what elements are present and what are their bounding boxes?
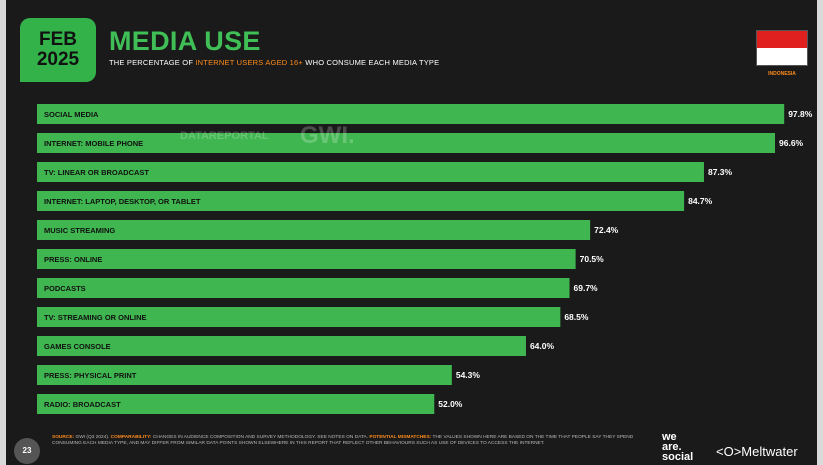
was-line-2: are. — [662, 441, 682, 453]
mismatch-label: POTENTIAL MISMATCHES: — [369, 435, 432, 440]
date-badge: FEB 2025 — [20, 18, 96, 82]
bar-category-label: INTERNET: LAPTOP, DESKTOP, OR TABLET — [44, 197, 201, 206]
bar-value-label: 68.5% — [564, 312, 589, 322]
bar-value-label: 97.8% — [788, 109, 813, 119]
bar-category-label: SOCIAL MEDIA — [44, 110, 99, 119]
bar-value-label: 69.7% — [574, 283, 599, 293]
bar — [37, 278, 570, 298]
bar — [37, 394, 435, 414]
meltwater-logo: <O>Meltwater — [716, 444, 798, 459]
bar-category-label: RADIO: BROADCAST — [44, 400, 121, 409]
bar-category-label: GAMES CONSOLE — [44, 342, 111, 351]
bar-value-label: 72.4% — [594, 225, 619, 235]
bar-category-label: TV: LINEAR OR BROADCAST — [44, 168, 149, 177]
bar-value-label: 87.3% — [708, 167, 733, 177]
subtitle-highlight: INTERNET USERS AGED 16+ — [195, 58, 304, 67]
bar-value-label: 54.3% — [456, 370, 481, 380]
comparability-label: COMPARABILITY: — [110, 435, 152, 440]
footer-source: SOURCE: GWI (Q3 2024). COMPARABILITY: CH… — [52, 435, 647, 448]
mismatch-text: THE VALUES SHOWN HERE ARE BASED ON THE T… — [52, 435, 634, 447]
bar-category-label: PRESS: ONLINE — [44, 255, 102, 264]
source-text: GWI (Q3 2024). — [74, 435, 111, 440]
bar-value-label: 96.6% — [779, 138, 804, 148]
date-month: FEB — [39, 29, 77, 50]
bar-category-label: INTERNET: MOBILE PHONE — [44, 139, 143, 148]
we-are-social-logo: we are. social — [662, 431, 694, 463]
source-label: SOURCE: — [52, 435, 75, 440]
page-title: MEDIA USE — [109, 26, 261, 56]
meltwater-text: Meltwater — [741, 444, 798, 459]
page-subtitle: THE PERCENTAGE OF INTERNET USERS AGED 16… — [109, 58, 439, 67]
bar-category-label: TV: STREAMING OR ONLINE — [44, 313, 147, 322]
datareportal-watermark: DATAREPORTAL — [180, 130, 269, 142]
page-number: 23 — [14, 438, 40, 464]
bar — [37, 220, 591, 240]
was-line-3: social — [662, 451, 694, 463]
subtitle-post: WHO CONSUME EACH MEDIA TYPE — [303, 58, 440, 67]
bar — [37, 162, 704, 182]
bar — [37, 249, 576, 269]
was-line-1: we — [662, 431, 677, 443]
bar-category-label: PODCASTS — [44, 284, 86, 293]
bar — [37, 191, 685, 211]
subtitle-pre: THE PERCENTAGE OF — [109, 58, 196, 67]
bar — [37, 104, 785, 124]
bar-value-label: 70.5% — [580, 254, 605, 264]
meltwater-mark-icon: <O> — [716, 444, 742, 459]
bar-value-label: 52.0% — [438, 399, 463, 409]
bar — [37, 365, 452, 385]
gwi-watermark: GWI. — [300, 122, 355, 149]
bar — [37, 307, 561, 327]
bar-value-label: 64.0% — [530, 341, 555, 351]
country-label: INDONESIA — [768, 71, 796, 77]
bar-category-label: MUSIC STREAMING — [44, 226, 115, 235]
date-year: 2025 — [36, 49, 80, 70]
comparability-text: CHANGES IN AUDIENCE COMPOSITION AND SURV… — [151, 435, 370, 440]
bar — [37, 336, 526, 356]
indonesia-flag-icon — [756, 30, 808, 66]
bar-value-label: 84.7% — [688, 196, 713, 206]
bar-category-label: PRESS: PHYSICAL PRINT — [44, 371, 137, 380]
bar — [37, 133, 776, 153]
